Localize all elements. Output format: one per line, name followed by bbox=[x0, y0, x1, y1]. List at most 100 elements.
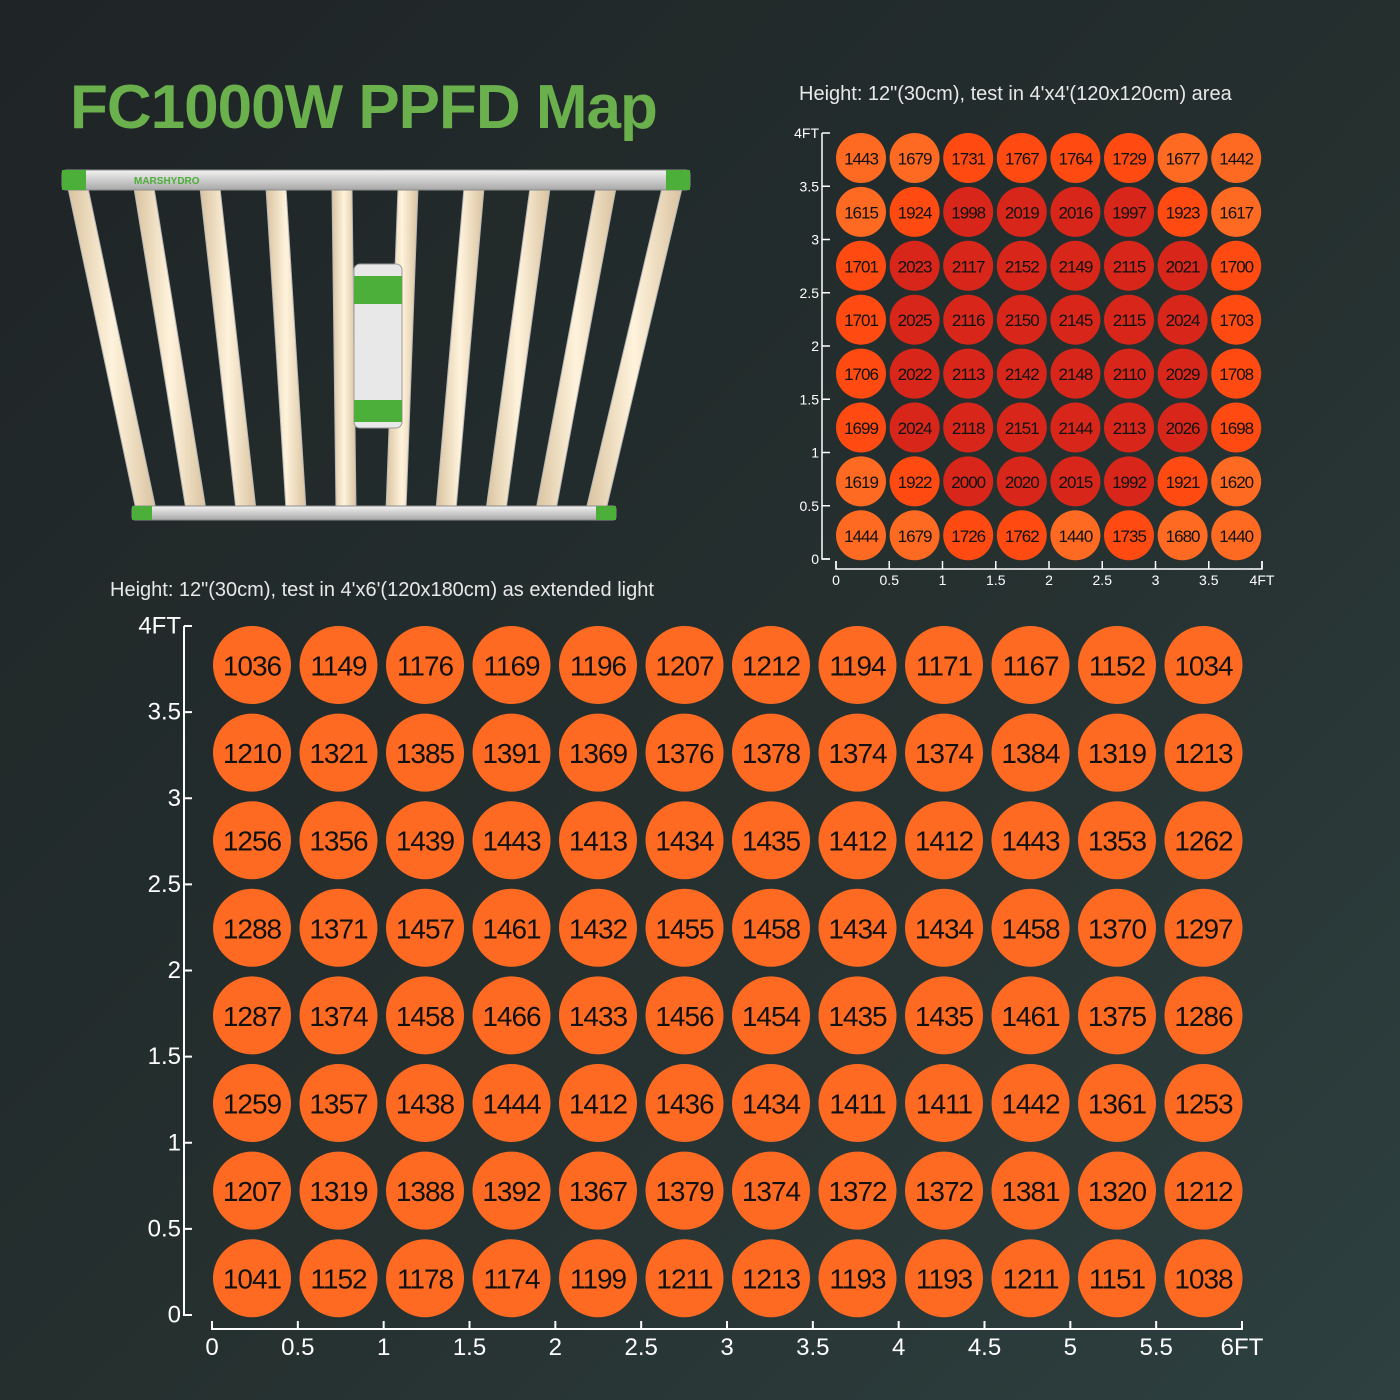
ppfd-value: 1679 bbox=[898, 150, 932, 169]
ppfd-value: 1620 bbox=[1219, 473, 1253, 492]
ppfd-value: 2117 bbox=[952, 257, 985, 276]
ppfd-value: 2016 bbox=[1058, 203, 1092, 222]
ppfd-value: 1615 bbox=[844, 203, 878, 222]
ppfd-cell bbox=[1104, 133, 1154, 183]
ppfd-value: 2029 bbox=[1166, 365, 1200, 384]
ppfd-cell bbox=[996, 240, 1047, 291]
ppfd-cell bbox=[889, 348, 940, 399]
ppfd-cell bbox=[889, 402, 940, 453]
ppfd-cell bbox=[889, 456, 940, 507]
small-map-subtitle: Height: 12"(30cm), test in 4'x4'(120x120… bbox=[799, 83, 1232, 105]
ppfd-cell bbox=[1157, 186, 1208, 237]
ppfd-cell bbox=[1157, 456, 1208, 507]
ppfd-value: 1677 bbox=[1166, 150, 1200, 169]
ppfd-cell bbox=[1157, 240, 1208, 291]
led-fixture-illustration: MARSHYDRO bbox=[58, 160, 698, 540]
ppfd-value: 2151 bbox=[1005, 419, 1039, 438]
ppfd-cell bbox=[1157, 510, 1208, 561]
ppfd-value: 1617 bbox=[1219, 203, 1253, 222]
x-tick-label: 0 bbox=[832, 572, 840, 588]
ppfd-value: 1767 bbox=[1005, 150, 1039, 169]
x-tick-label: 4FT bbox=[1250, 572, 1275, 588]
ppfd-cell bbox=[1050, 402, 1101, 453]
ppfd-cell bbox=[943, 294, 994, 345]
ppfd-value: 1701 bbox=[844, 311, 878, 330]
ppfd-value: 2115 bbox=[1113, 257, 1146, 276]
ppfd-value: 1923 bbox=[1166, 203, 1200, 222]
page-title: FC1000W PPFD Map bbox=[70, 73, 658, 142]
ppfd-value: 2144 bbox=[1058, 419, 1092, 438]
ppfd-cell bbox=[1104, 240, 1154, 291]
y-tick-label: 4FT bbox=[794, 125, 819, 141]
large-map-subtitle: Height: 12"(30cm), test in 4'x6'(120x180… bbox=[110, 579, 654, 601]
ppfd-value: 2022 bbox=[898, 365, 932, 384]
ppfd-value: 2115 bbox=[1113, 311, 1146, 330]
y-tick-label: 2.5 bbox=[800, 285, 820, 301]
ppfd-cell bbox=[996, 510, 1047, 561]
y-tick-label: 1 bbox=[811, 445, 819, 461]
y-tick-label: 0.5 bbox=[800, 498, 820, 514]
ppfd-value: 1701 bbox=[844, 257, 878, 276]
ppfd-cell bbox=[836, 294, 886, 345]
ppfd-cell bbox=[1157, 402, 1208, 453]
ppfd-value: 1731 bbox=[951, 150, 985, 169]
ppfd-value: 2024 bbox=[898, 419, 932, 438]
ppfd-value: 2145 bbox=[1058, 311, 1092, 330]
ppfd-value: 2118 bbox=[952, 419, 985, 438]
ppfd-cell bbox=[1104, 186, 1154, 237]
ppfd-cell bbox=[1211, 402, 1262, 453]
ppfd-value: 1997 bbox=[1112, 203, 1146, 222]
ppfd-value: 1443 bbox=[844, 150, 878, 169]
ppfd-cell bbox=[836, 133, 886, 183]
ppfd-value: 1762 bbox=[1005, 527, 1039, 546]
ppfd-cell bbox=[1050, 348, 1101, 399]
ppfd-cell bbox=[1050, 240, 1101, 291]
ppfd-value: 1706 bbox=[844, 365, 878, 384]
ppfd-cell bbox=[889, 240, 940, 291]
ppfd-value: 1708 bbox=[1219, 365, 1253, 384]
x-tick-label: 0.5 bbox=[880, 572, 900, 588]
ppfd-cell bbox=[1104, 510, 1154, 561]
ppfd-cell bbox=[943, 402, 994, 453]
ppfd-cell bbox=[1211, 186, 1262, 237]
ppfd-value: 1998 bbox=[951, 203, 985, 222]
ppfd-cell bbox=[996, 186, 1047, 237]
ppfd-cell bbox=[1050, 133, 1101, 183]
ppfd-value: 2152 bbox=[1005, 257, 1039, 276]
ppfd-value: 1703 bbox=[1219, 311, 1253, 330]
ppfd-value: 2015 bbox=[1058, 473, 1092, 492]
ppfd-cell bbox=[836, 186, 886, 237]
ppfd-cell bbox=[943, 133, 994, 183]
ppfd-value: 2026 bbox=[1166, 419, 1200, 438]
ppfd-cell bbox=[1211, 240, 1262, 291]
fixture-driver bbox=[353, 263, 403, 429]
ppfd-value: 2150 bbox=[1005, 311, 1039, 330]
x-tick-label: 1.5 bbox=[986, 572, 1006, 588]
ppfd-value: 1700 bbox=[1219, 257, 1253, 276]
ppfd-cell bbox=[1211, 456, 1262, 507]
ppfd-cell bbox=[889, 510, 940, 561]
ppfd-cell bbox=[943, 456, 994, 507]
ppfd-value: 1921 bbox=[1166, 473, 1200, 492]
ppfd-cell bbox=[836, 510, 886, 561]
ppfd-value: 2142 bbox=[1005, 365, 1039, 384]
brand-logo: MARSHYDRO bbox=[134, 176, 200, 187]
y-tick-label: 0 bbox=[811, 551, 819, 567]
ppfd-cell bbox=[1157, 133, 1208, 183]
ppfd-value: 2116 bbox=[952, 311, 985, 330]
ppfd-value: 2019 bbox=[1005, 203, 1039, 222]
ppfd-cell bbox=[889, 186, 940, 237]
ppfd-value: 2148 bbox=[1058, 365, 1092, 384]
x-tick-label: 3.5 bbox=[1199, 572, 1219, 588]
ppfd-value: 1698 bbox=[1219, 419, 1253, 438]
y-tick-label: 1.5 bbox=[800, 391, 820, 407]
ppfd-cell bbox=[889, 133, 940, 183]
ppfd-value: 1619 bbox=[844, 473, 878, 492]
x-tick-label: 1 bbox=[939, 572, 947, 588]
x-tick-label: 2.5 bbox=[1093, 572, 1113, 588]
ppfd-cell bbox=[1104, 294, 1154, 345]
ppfd-cell bbox=[836, 456, 886, 507]
ppfd-cell bbox=[996, 348, 1047, 399]
ppfd-value: 1924 bbox=[898, 203, 932, 222]
ppfd-cell bbox=[836, 402, 886, 453]
